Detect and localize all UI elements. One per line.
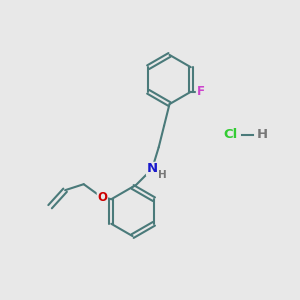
Text: N: N — [146, 162, 158, 176]
Text: H: H — [158, 170, 167, 180]
Text: H: H — [257, 128, 268, 142]
Text: Cl: Cl — [224, 128, 238, 142]
Text: O: O — [97, 191, 107, 204]
Text: F: F — [196, 85, 204, 98]
